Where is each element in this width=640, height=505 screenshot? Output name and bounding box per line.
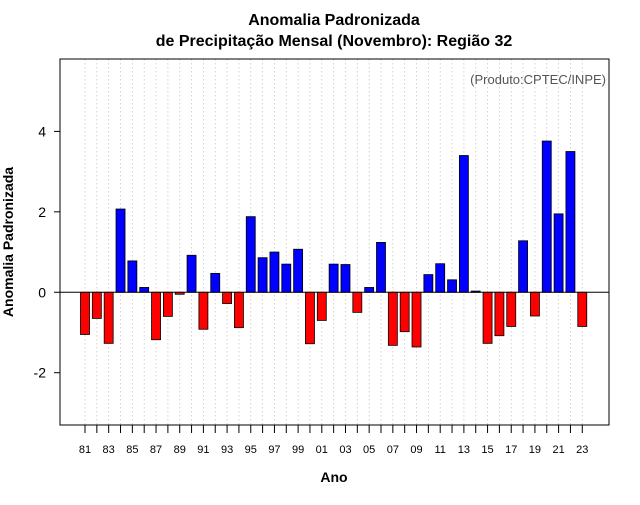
y-tick-label: 4 [38, 123, 46, 139]
bar-2022 [565, 151, 576, 293]
bar-2018 [518, 240, 528, 293]
chart-subtitle: de Precipitação Mensal (Novembro): Regiã… [156, 33, 513, 50]
bar-1998 [281, 263, 292, 293]
y-tick-label: -2 [34, 365, 47, 381]
x-tick-label: 87 [150, 444, 162, 456]
x-tick-label: 91 [197, 444, 209, 456]
x-tick-label: 93 [221, 444, 233, 456]
bar-1988 [162, 291, 173, 317]
bar-2005 [364, 287, 375, 293]
bar-2010 [423, 274, 434, 293]
x-tick-label: 03 [339, 444, 351, 456]
bar-2006 [376, 241, 386, 293]
bar-1991 [198, 291, 209, 330]
chart-annotation: (Produto:CPTEC/INPE) [470, 72, 606, 87]
x-tick-label: 95 [245, 444, 257, 456]
bar-2013 [458, 155, 469, 293]
bar-2004 [352, 291, 363, 313]
bar-1984 [115, 208, 126, 293]
x-tick-label: 17 [505, 444, 517, 456]
x-axis-label: Ano [320, 469, 347, 485]
x-tick-label: 23 [576, 444, 588, 456]
bar-1985 [127, 260, 138, 293]
bar-1982 [91, 291, 102, 319]
x-tick-label: 81 [79, 444, 91, 456]
x-tick-label: 11 [434, 444, 445, 456]
bar-2012 [447, 279, 457, 293]
bar-2003 [340, 264, 351, 293]
bar-1986 [139, 287, 150, 293]
x-tick-label: 83 [103, 444, 115, 456]
x-tick-label: 19 [529, 444, 541, 456]
chart-title: Anomalia Padronizada [248, 12, 420, 29]
bar-2023 [577, 291, 588, 327]
x-tick-label: 05 [363, 444, 375, 456]
bar-2009 [411, 291, 422, 348]
x-tick-label: 99 [292, 444, 304, 456]
x-tick-label: 97 [268, 444, 280, 456]
x-tick-label: 89 [174, 444, 186, 456]
x-tick-label: 15 [481, 444, 493, 456]
bar-1994 [234, 291, 244, 329]
bar-1999 [293, 248, 304, 293]
bar-1995 [245, 216, 256, 293]
bar-1996 [257, 257, 268, 293]
y-axis: -2 0 2 4 [34, 123, 60, 381]
x-axis: 81 83 85 87 89 91 93 95 97 99 01 03 05 07 09 11 13 15 17 19… [79, 425, 588, 456]
bar-1983 [103, 291, 114, 344]
bar-1981 [80, 291, 90, 335]
bar-2000 [305, 291, 315, 345]
bar-2016 [494, 291, 505, 337]
x-tick-label: 21 [552, 444, 564, 456]
bar-1993 [222, 291, 232, 304]
bar-2021 [553, 213, 564, 293]
x-tick-label: 01 [316, 444, 328, 456]
bar-1992 [210, 272, 221, 293]
bars-layer [80, 140, 588, 348]
y-axis-label: Anomalia Padronizada [0, 167, 16, 317]
bar-2017 [506, 291, 517, 327]
bar-2002 [328, 263, 339, 293]
bar-2007 [387, 291, 398, 346]
x-tick-label: 13 [458, 444, 470, 456]
bar-1987 [151, 291, 161, 341]
x-tick-label: 07 [387, 444, 399, 456]
x-tick-label: 09 [410, 444, 422, 456]
bar-2015 [482, 291, 493, 344]
y-tick-label: 2 [38, 204, 46, 220]
x-tick-label: 85 [126, 444, 138, 456]
bar-2020 [541, 140, 552, 293]
grid-layer [84, 59, 583, 425]
bar-1997 [269, 251, 280, 293]
bar-2011 [435, 263, 446, 293]
bar-2019 [530, 291, 540, 317]
plot-frame [59, 58, 610, 426]
bar-2001 [316, 291, 327, 321]
bar-2008 [399, 291, 410, 333]
bar-1990 [186, 254, 197, 293]
y-tick-label: 0 [38, 284, 46, 300]
